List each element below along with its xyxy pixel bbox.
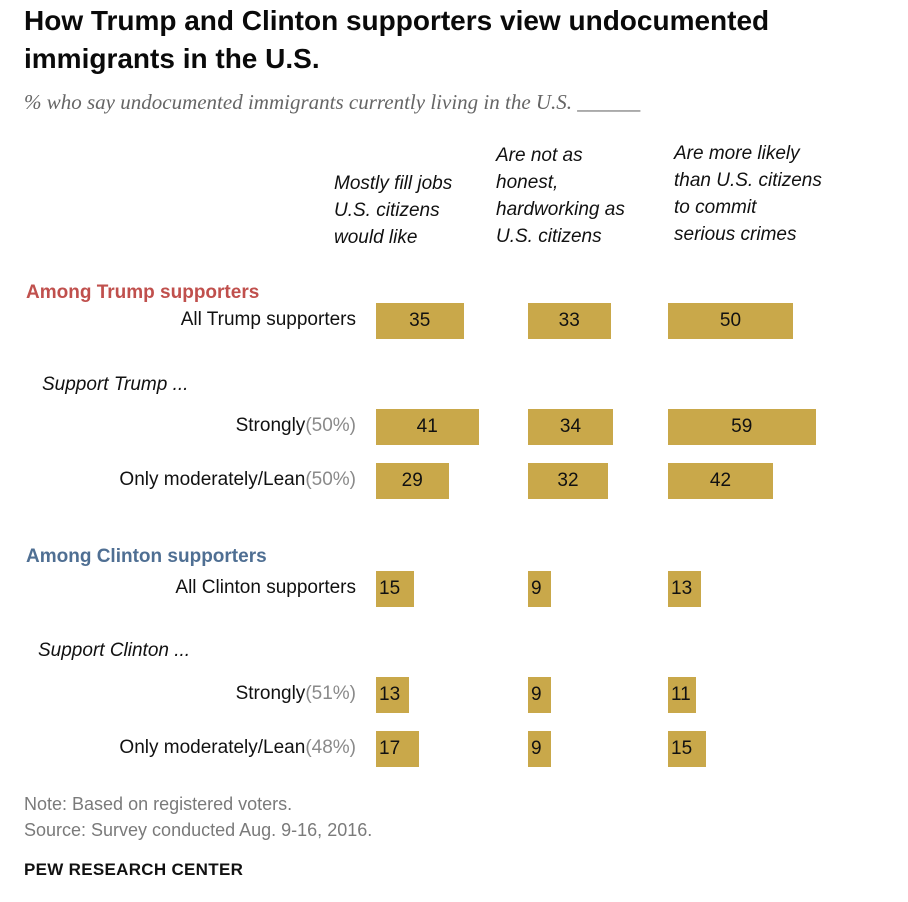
brand-label: PEW RESEARCH CENTER <box>24 860 244 879</box>
row-label: Strongly(51%) <box>236 683 356 705</box>
chart-subtitle: % who say undocumented immigrants curren… <box>24 90 641 114</box>
column-header-line: U.S. citizens <box>496 226 602 247</box>
row-share: (51%) <box>305 683 356 704</box>
column-header-line: to commit <box>674 197 757 218</box>
column-header-line: honest, <box>496 172 559 193</box>
bar-value-label: 15 <box>379 578 401 599</box>
row-label-text: All Clinton supporters <box>175 577 356 598</box>
bar <box>528 571 551 607</box>
row-label: Only moderately/Lean(48%) <box>119 737 356 759</box>
column-header-line: U.S. citizens <box>334 200 440 221</box>
bar <box>376 677 409 713</box>
column-header-line: serious crimes <box>674 224 797 245</box>
bar <box>668 303 793 339</box>
row-label-text: Strongly <box>235 683 306 704</box>
bar-value-label: 13 <box>379 684 401 705</box>
bar-value-label: 41 <box>416 416 438 437</box>
bar <box>668 409 816 445</box>
row-share: (50%) <box>305 469 356 490</box>
bar-value-label: 11 <box>671 684 691 705</box>
row-label-text: All Trump supporters <box>180 309 356 330</box>
bar-value-label: 35 <box>409 310 431 331</box>
source-text: Source: Survey conducted Aug. 9-16, 2016… <box>24 820 373 840</box>
column-header-line: hardworking as <box>496 199 625 220</box>
bar <box>528 409 613 445</box>
column-header-line: would like <box>334 227 418 248</box>
bar <box>376 303 464 339</box>
row-label: All Clinton supporters <box>175 577 356 599</box>
bar-value-label: 9 <box>531 684 542 705</box>
column-header: Are not as honest, hardworking as U.S. citi… <box>496 142 625 250</box>
group-subheading: Support Trump ... <box>42 374 189 395</box>
bar-value-label: 13 <box>671 578 693 599</box>
bar-value-label: 29 <box>401 470 423 491</box>
column-header-line: Are more likely <box>674 143 800 164</box>
bar-value-label: 59 <box>731 416 753 437</box>
row-label-text: Only moderately/Lean <box>119 737 306 758</box>
bar-value-label: 42 <box>709 470 732 491</box>
row-label-text: Only moderately/Lean <box>119 469 306 490</box>
note-text: Note: Based on registered voters. <box>24 794 293 814</box>
bar <box>668 571 701 607</box>
row-label: Strongly(50%) <box>236 415 356 437</box>
group-subheading: Support Clinton ... <box>38 640 191 661</box>
bar-value-label: 15 <box>671 738 693 759</box>
column-header-line: Are not as <box>496 145 583 166</box>
row-share: (50%) <box>305 415 356 436</box>
bar <box>528 731 551 767</box>
bar <box>376 409 479 445</box>
bar <box>668 463 773 499</box>
column-header-line: Mostly fill jobs <box>334 173 453 194</box>
bar <box>376 731 419 767</box>
bar-value-label: 50 <box>719 310 742 331</box>
row-label: Only moderately/Lean(50%) <box>119 469 356 491</box>
row-label-text: Strongly <box>235 415 306 436</box>
column-header: Mostly fill jobs U.S. citizens would like <box>334 170 452 251</box>
group-heading: Among Clinton supporters <box>26 546 267 567</box>
bar-value-label: 33 <box>558 310 580 331</box>
row-label: All Trump supporters <box>181 309 356 331</box>
bar <box>528 463 608 499</box>
bar <box>376 463 449 499</box>
row-share: (48%) <box>305 737 356 758</box>
bar <box>668 677 696 713</box>
bar <box>528 303 611 339</box>
bar-value-label: 32 <box>557 470 579 491</box>
bar-value-label: 9 <box>531 578 542 599</box>
chart-title: How Trump and Clinton supporters view un… <box>24 5 770 74</box>
bar-value-label: 9 <box>531 738 542 759</box>
bar <box>668 731 706 767</box>
column-header-line: than U.S. citizens <box>674 170 822 191</box>
bar <box>528 677 551 713</box>
bar <box>376 571 414 607</box>
bar-value-label: 34 <box>559 416 582 437</box>
bar-value-label: 17 <box>379 738 401 759</box>
group-heading: Among Trump supporters <box>26 282 260 303</box>
column-header: Are more likely than U.S. citizens to comm… <box>674 140 822 248</box>
